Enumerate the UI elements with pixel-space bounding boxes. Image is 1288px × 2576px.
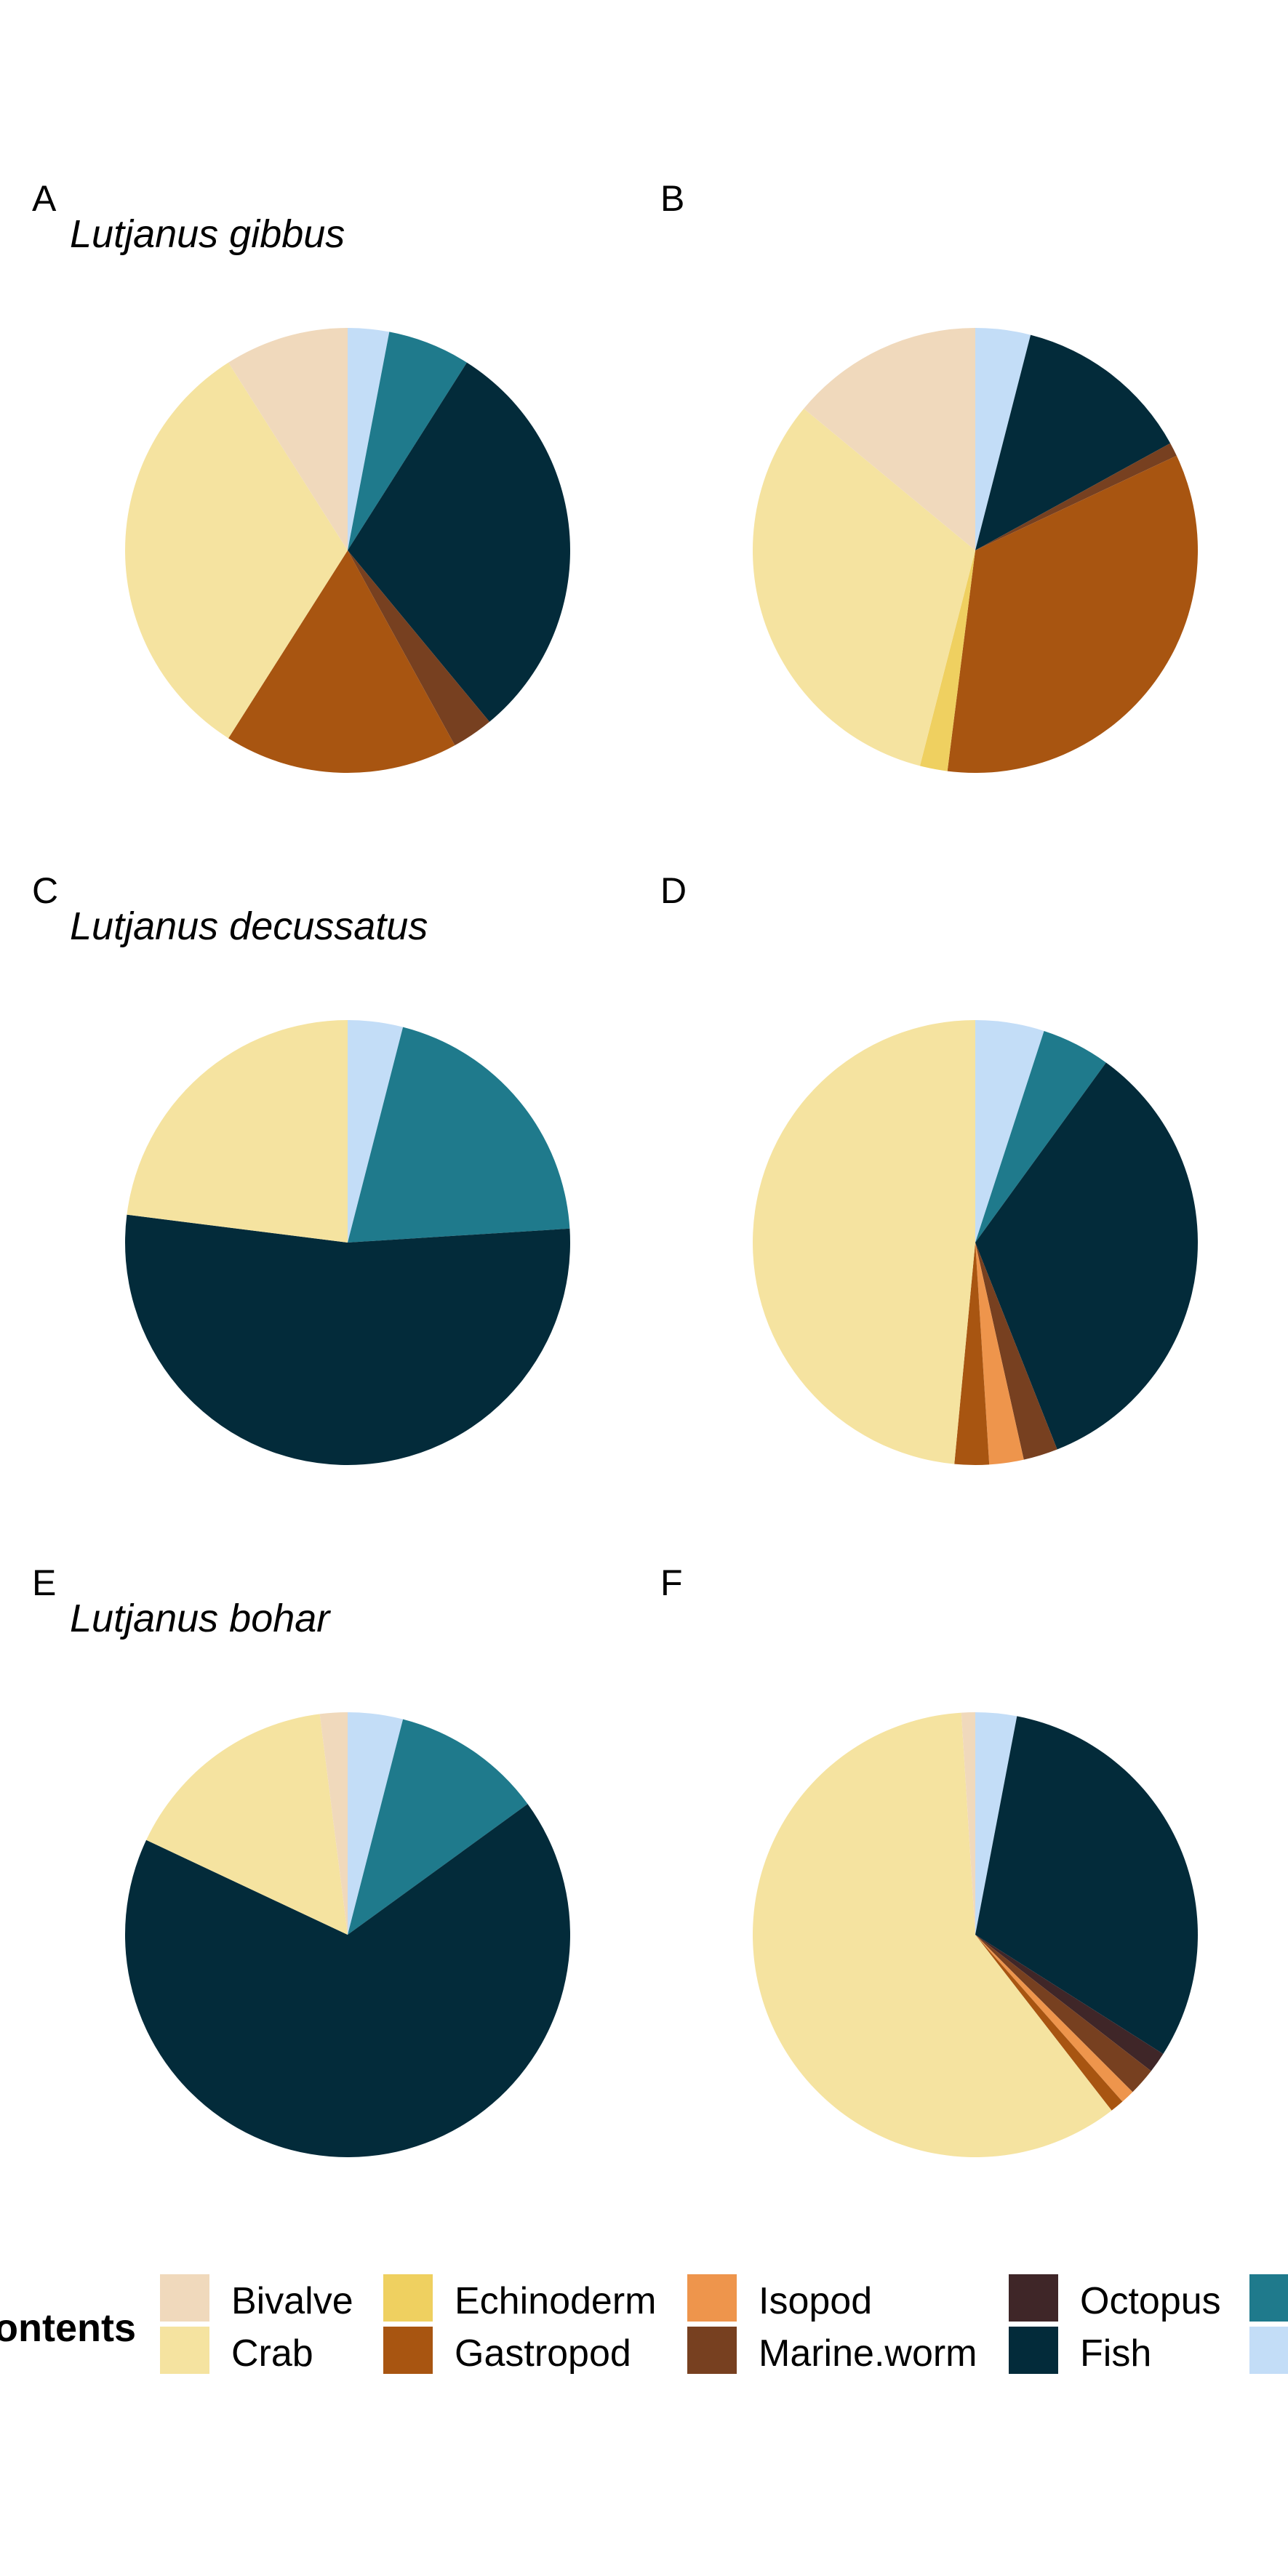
pie-slice-marine-worm — [975, 1935, 1151, 2093]
panel-letter-e: E — [32, 1562, 56, 1603]
pie-slice-octopus — [975, 1935, 1164, 2071]
legend-title: ontents — [0, 2306, 136, 2350]
pie-slice-teal — [975, 1030, 1106, 1243]
pie-f — [753, 1712, 1198, 2157]
legend-key-light-blue — [1249, 2327, 1288, 2374]
pie-slice-teal — [348, 1719, 528, 1935]
legend-label-fish: Fish — [1080, 2332, 1151, 2375]
legend-label-echinoderm: Echinoderm — [455, 2280, 656, 2322]
pie-slice-teal — [348, 332, 467, 550]
pie-slice-crab — [752, 408, 975, 766]
legend-key-bivalve — [160, 2274, 209, 2322]
legend-key-teal — [1249, 2274, 1288, 2322]
legend-key-isopod — [687, 2274, 737, 2322]
pie-slice-crab — [753, 1712, 1112, 2157]
legend-key-octopus — [1009, 2274, 1058, 2322]
legend-key-crab — [160, 2327, 209, 2374]
pie-d — [753, 1020, 1198, 1466]
pie-slice-bivalve — [961, 1712, 975, 1935]
pie-slice-lightblue — [348, 1020, 404, 1243]
pie-slice-fish — [348, 362, 570, 722]
pie-a — [125, 328, 570, 773]
pie-b — [752, 328, 1199, 774]
pie-slice-teal — [348, 1027, 570, 1243]
legend-label-octopus: Octopus — [1080, 2280, 1221, 2322]
pie-slice-lightblue — [975, 1712, 1017, 1935]
pie-slice-lightblue — [348, 328, 390, 550]
pie-slice-gastropod — [947, 455, 1199, 774]
legend-label-bivalve: Bivalve — [231, 2280, 353, 2322]
pie-slice-lightblue — [975, 328, 1031, 550]
species-title-c: Lutjanus decussatus — [70, 904, 428, 948]
pie-slice-bivalve — [804, 328, 975, 550]
legend-key-marine-worm — [687, 2327, 737, 2374]
panel-letter-f: F — [660, 1562, 683, 1603]
species-title-a: Lutjanus gibbus — [70, 212, 345, 256]
pie-slice-crab — [125, 362, 348, 739]
pie-slice-lightblue — [975, 1020, 1044, 1243]
species-title-e: Lutjanus bohar — [70, 1597, 331, 1640]
pie-slice-fish — [975, 1062, 1198, 1450]
pie-slice-gastropod — [228, 550, 455, 773]
pie-c — [125, 1019, 571, 1465]
legend-key-fish — [1009, 2327, 1058, 2374]
pie-slice-crab — [146, 1714, 348, 1935]
pie-slice-echinoderm — [919, 550, 975, 771]
pie-slice-isopod — [975, 1243, 1024, 1465]
legend-label-crab: Crab — [231, 2332, 313, 2375]
panel-letter-a: A — [32, 178, 57, 219]
pie-slice-marine-worm — [975, 443, 1177, 550]
pie-slice-gastropod — [954, 1243, 990, 1466]
pie-slice-bivalve — [319, 1712, 348, 1935]
pie-slice-fish — [125, 1214, 571, 1465]
pie-slice-gastropod — [975, 1935, 1123, 2111]
pie-slice-crab — [127, 1019, 348, 1243]
panel-letter-b: B — [660, 178, 684, 219]
pie-slice-fish — [975, 334, 1171, 550]
pie-slice-marine-worm — [348, 550, 490, 746]
legend: ontents Bivalve Crab Echinoderm Gastropo… — [0, 2274, 1288, 2375]
legend-label-marine-worm: Marine.worm — [759, 2332, 977, 2375]
legend-label-gastropod: Gastropod — [455, 2332, 631, 2375]
pie-e — [124, 1712, 570, 2157]
legend-label-isopod: Isopod — [759, 2280, 872, 2322]
legend-key-gastropod — [383, 2327, 433, 2374]
pie-slice-isopod — [975, 1935, 1133, 2102]
legend-key-echinoderm — [383, 2274, 433, 2322]
pie-slice-fish — [975, 1716, 1198, 2054]
panel-letter-c: C — [32, 870, 58, 911]
pie-slice-lightblue — [348, 1712, 404, 1935]
pie-slice-fish — [124, 1804, 570, 2157]
pie-slice-marine-worm — [975, 1243, 1057, 1460]
panel-letter-d: D — [660, 870, 687, 911]
pie-slice-bivalve — [228, 328, 348, 550]
pie-slice-crab — [753, 1020, 975, 1464]
